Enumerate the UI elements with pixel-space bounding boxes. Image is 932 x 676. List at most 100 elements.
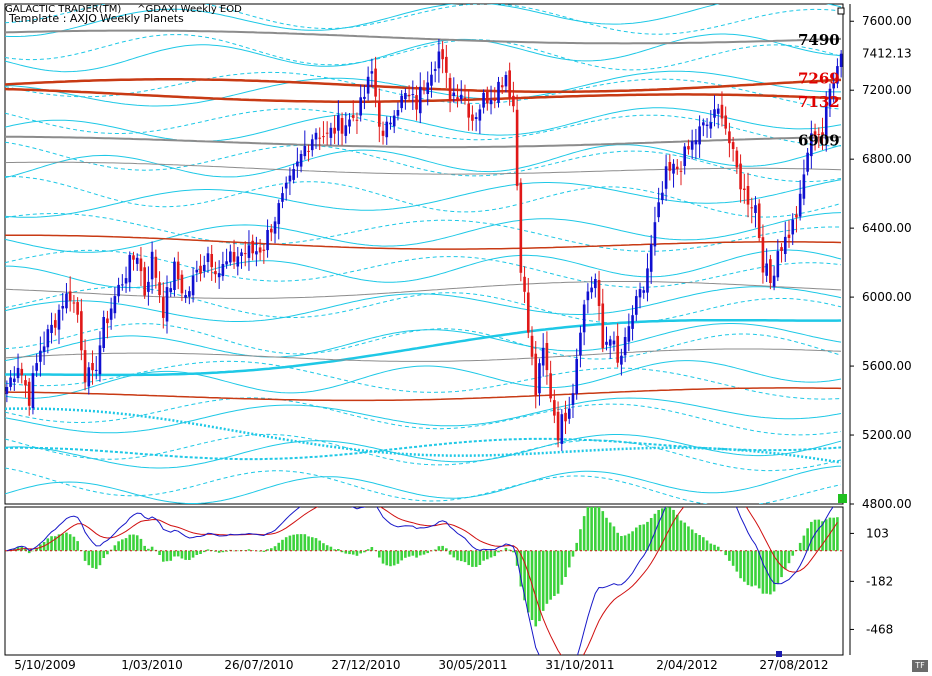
candle-body — [195, 269, 199, 273]
y-tick-label: 7200.00 — [862, 83, 912, 97]
candle — [154, 249, 158, 289]
candle — [430, 61, 433, 98]
histogram-bar — [746, 550, 750, 586]
candle-body — [150, 251, 154, 280]
candle-body — [374, 68, 377, 97]
candle — [46, 324, 50, 354]
candle — [817, 127, 821, 149]
histogram-bar — [433, 549, 437, 551]
candle — [832, 73, 835, 103]
candle — [124, 266, 128, 293]
candle-body — [50, 324, 53, 333]
candle-body — [780, 247, 783, 251]
candle-body — [139, 258, 143, 272]
candle-body — [344, 125, 348, 136]
x-tick-label: 1/03/2010 — [121, 658, 183, 672]
candle — [121, 274, 124, 291]
candle — [649, 234, 653, 284]
histogram-bar — [493, 550, 497, 557]
histogram-bar — [184, 550, 187, 560]
candle — [176, 251, 180, 290]
candle — [567, 396, 571, 424]
candle-body — [620, 355, 623, 365]
candle-body — [705, 124, 709, 126]
candle-body — [53, 320, 57, 328]
histogram-bar — [113, 545, 117, 551]
histogram-bar — [124, 538, 128, 551]
candle — [24, 375, 27, 398]
histogram-bar — [333, 549, 336, 551]
candle — [135, 253, 139, 271]
candle-body — [247, 245, 251, 258]
histogram-bar — [709, 543, 713, 551]
histogram-bar — [560, 550, 564, 585]
tf-badge[interactable]: TF — [912, 660, 928, 672]
histogram-bar — [489, 550, 493, 558]
candle — [102, 310, 105, 353]
planet-line-cyan — [5, 397, 842, 434]
candle-body — [445, 56, 448, 73]
candle — [113, 287, 117, 319]
candle — [400, 90, 403, 113]
candle — [687, 139, 690, 155]
green-marker — [838, 494, 847, 503]
candle-body — [433, 69, 437, 71]
histogram-bar — [728, 550, 731, 561]
histogram-bar — [541, 550, 545, 611]
x-tick-label: 27/12/2010 — [331, 658, 400, 672]
histogram-bar — [698, 535, 701, 551]
candle-body — [698, 126, 701, 145]
planet-line-cyan-dashed — [5, 433, 842, 472]
candle-body — [456, 97, 459, 101]
candle-body — [571, 393, 575, 405]
candle — [549, 360, 552, 403]
candle — [303, 130, 307, 160]
histogram-bar — [191, 550, 195, 558]
candle — [169, 281, 173, 298]
candle — [310, 134, 314, 157]
candle — [83, 339, 87, 391]
candle-body — [668, 162, 672, 171]
histogram-bar — [109, 549, 113, 551]
candle — [433, 61, 437, 83]
candle-body — [646, 268, 649, 293]
candle-body — [117, 284, 120, 297]
candle-body — [348, 119, 351, 127]
planet-line-cyan-dashed — [5, 175, 842, 218]
histogram-bar — [832, 517, 835, 551]
planet-line-gray — [5, 348, 842, 362]
oscillator-marker — [776, 651, 782, 657]
planet-line-red — [5, 234, 842, 250]
candle-body — [798, 193, 802, 217]
histogram-bar — [448, 550, 452, 555]
candle — [50, 312, 53, 344]
candle-body — [631, 315, 634, 329]
candle-body — [381, 130, 385, 136]
histogram-bar — [121, 539, 124, 551]
candle-body — [389, 122, 392, 125]
candle — [165, 275, 169, 334]
candle-body — [836, 66, 839, 84]
candle-body — [828, 88, 832, 107]
candle — [13, 366, 16, 391]
candle — [61, 293, 65, 321]
candle — [35, 353, 38, 377]
candle-body — [813, 131, 817, 137]
histogram-bar — [821, 521, 824, 551]
candle-body — [206, 253, 210, 262]
y-tick-label: 4800.00 — [862, 497, 912, 511]
histogram-bar — [504, 547, 508, 551]
candle — [348, 113, 351, 134]
candle-body — [258, 247, 262, 253]
candle — [247, 230, 251, 271]
histogram-bar — [396, 550, 400, 564]
histogram-bar — [769, 550, 772, 595]
candle-body — [430, 74, 433, 86]
candle-body — [743, 188, 746, 190]
candle-body — [128, 254, 132, 283]
candle — [150, 241, 154, 294]
histogram-bar — [102, 550, 105, 558]
histogram-bar — [474, 550, 478, 567]
histogram-bar — [173, 550, 176, 557]
candle-body — [653, 222, 657, 247]
